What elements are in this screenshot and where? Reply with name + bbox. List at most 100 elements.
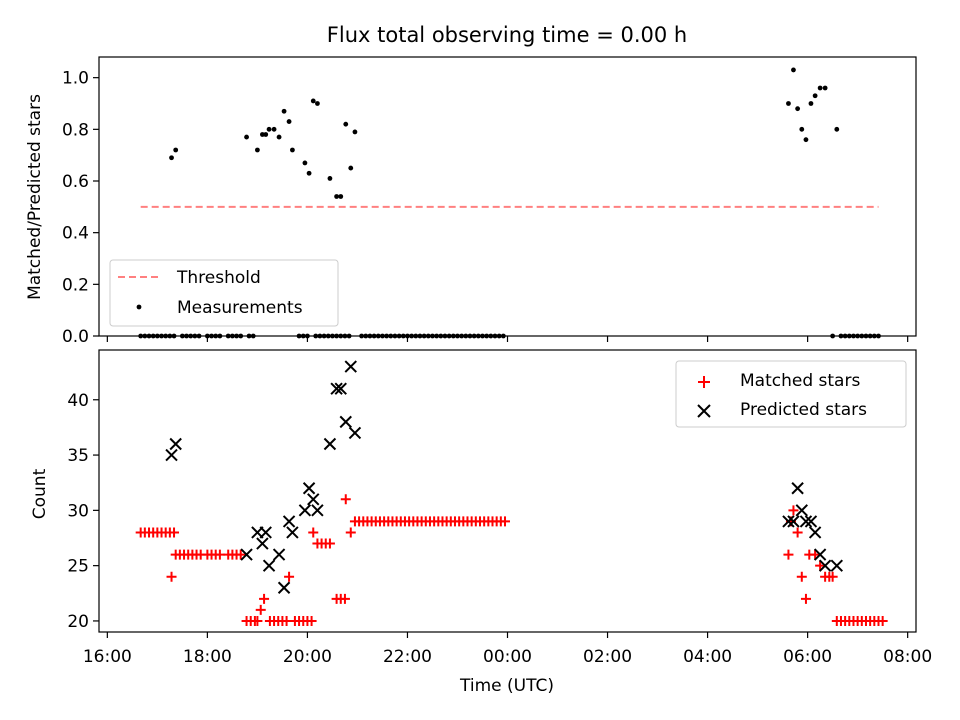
matched-star-point (792, 527, 803, 538)
top-x-ticks (106, 336, 909, 342)
matched-star-point (345, 527, 356, 538)
measurement-point (263, 132, 269, 137)
predicted-star-point (339, 415, 352, 429)
measurement-point (334, 194, 339, 199)
measurement-point (817, 85, 823, 91)
matched-star-point (499, 516, 510, 527)
predicted-star-point (302, 482, 316, 495)
measurement-point (348, 165, 354, 171)
x-tick-label: 04:00 (683, 647, 732, 667)
bottom-y-label: Count (30, 468, 50, 519)
measurement-point (254, 147, 260, 153)
matched-star-point (810, 549, 821, 560)
x-tick-label: 18:00 (183, 647, 232, 667)
predicted-star-point (782, 515, 795, 528)
predicted-star-point (818, 559, 832, 572)
legend-threshold-label: Threshold (176, 268, 261, 288)
measurement-point (338, 194, 344, 199)
matched-star-point (284, 571, 295, 582)
measurement-point (799, 126, 805, 132)
matched-star-point (783, 549, 794, 560)
matched-star-point (877, 615, 888, 626)
bottom-y-ticks: 20 25 30 35 40 (67, 391, 99, 632)
bottom-y-tick-label: 40 (67, 391, 89, 411)
measurement-point (260, 132, 265, 137)
matched-star-point (815, 560, 826, 571)
legend-measurements-swatch (136, 304, 142, 310)
top-y-ticks: 0.0 0.2 0.4 0.6 0.8 1.0 (62, 69, 99, 347)
matched-star-point (259, 593, 270, 604)
matched-star-point (306, 615, 317, 626)
matched-star-point (252, 615, 263, 626)
predicted-star-point (808, 526, 822, 539)
legend-predicted-label: Predicted stars (740, 400, 867, 420)
top-y-label: Matched/Predicted stars (25, 94, 45, 300)
top-y-tick-label: 0.4 (62, 224, 89, 244)
x-tick-label: 08:00 (883, 647, 932, 667)
predicted-star-point (169, 437, 182, 451)
predicted-star-point (277, 581, 291, 594)
matched-star-point (169, 527, 180, 538)
predicted-star-point (334, 382, 347, 395)
top-legend: Threshold Measurements (109, 259, 339, 327)
top-y-tick-label: 0.6 (62, 172, 89, 192)
matched-star-point (255, 604, 266, 615)
x-tick-label: 22:00 (383, 647, 432, 667)
measurement-point (244, 134, 249, 140)
predicted-star-point (791, 482, 804, 495)
top-legend-box (109, 259, 339, 327)
legend-matched-swatch (698, 376, 710, 388)
top-y-tick-label: 0.8 (62, 120, 89, 140)
bottom-y-tick-label: 20 (67, 612, 89, 632)
measurement-point (795, 106, 801, 112)
predicted-star-point (307, 493, 320, 506)
legend-measurements-label: Measurements (177, 298, 303, 318)
measurement-point (276, 134, 282, 140)
measurement-point (834, 126, 840, 132)
predicted-star-point (787, 515, 800, 528)
top-y-tick-label: 1.0 (62, 69, 89, 89)
measurement-point (803, 137, 809, 143)
measurement-point (812, 93, 818, 99)
measurement-point (327, 176, 333, 181)
predicted-star-point (286, 526, 299, 539)
predicted-star-point (804, 515, 818, 528)
matched-star-point (340, 494, 351, 505)
bottom-y-tick-label: 30 (67, 501, 89, 521)
x-tick-label: 16:00 (83, 647, 132, 667)
legend-predicted-swatch (697, 404, 711, 418)
predicted-star-point (795, 504, 808, 517)
matched-star-point (339, 593, 350, 604)
measurement-point (266, 126, 272, 132)
matched-star-point (308, 527, 319, 538)
matched-star-point (281, 615, 292, 626)
legend-matched-label: Matched stars (740, 371, 860, 391)
measurement-point (306, 170, 312, 176)
predicted-star-point (282, 515, 296, 528)
measurement-point (286, 119, 292, 124)
top-panel: 0.0 0.2 0.4 0.6 0.8 1.0 Matched/Predicted sta… (25, 56, 917, 347)
measurement-point (173, 147, 179, 153)
predicted-star-point (259, 526, 272, 539)
matched-star-point (796, 571, 807, 582)
predicted-star-point (799, 515, 813, 528)
x-axis-label: Time (UTC) (459, 676, 554, 696)
chart-title: Flux total observing time = 0.00 h (327, 23, 687, 47)
predicted-star-point (165, 448, 178, 462)
bottom-x-ticks: 16:00 18:00 20:00 22:00 00:00 02:00 04:00 06:00… (83, 632, 932, 667)
predicted-star-point (813, 548, 827, 561)
predicted-star-point (348, 426, 362, 440)
measurement-point (281, 108, 287, 114)
bottom-legend: Matched stars Predicted stars (675, 360, 907, 428)
matched-star-point (214, 549, 225, 560)
predicted-star-point (272, 548, 286, 561)
measurement-point (310, 98, 316, 104)
bottom-panel: 20 25 30 35 40 16:00 18:00 20:00 22:00 00:00 02:0… (30, 349, 932, 696)
predicted-star-point (240, 548, 253, 561)
measurement-point (822, 85, 828, 91)
matched-star-point (800, 593, 811, 604)
matched-star-point (788, 505, 799, 516)
measurement-point (290, 147, 295, 153)
predicted-star-point (262, 559, 276, 572)
x-tick-label: 02:00 (583, 647, 632, 667)
